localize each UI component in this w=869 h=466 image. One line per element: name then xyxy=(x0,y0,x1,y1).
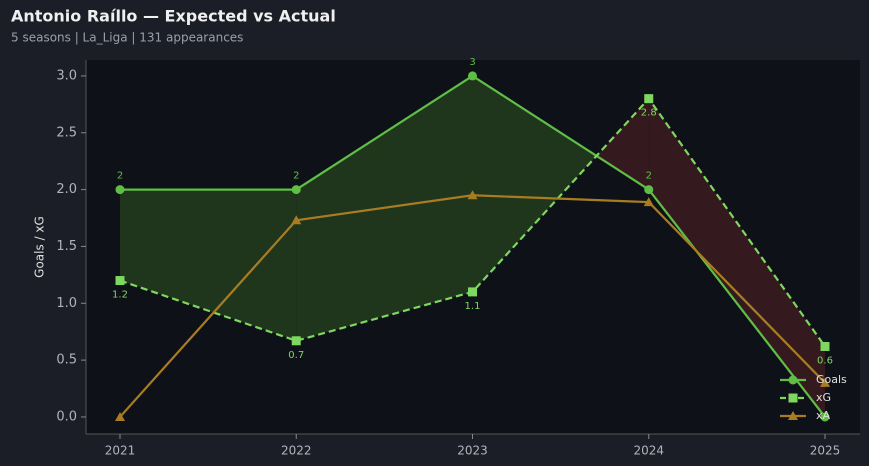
y-tick-label: 3.0 xyxy=(56,68,77,83)
data-point xyxy=(467,190,478,200)
data-point xyxy=(468,287,477,297)
y-tick-label: 0.0 xyxy=(56,409,77,424)
data-point xyxy=(643,197,654,207)
data-label: 0.6 xyxy=(817,355,833,366)
y-tick-label: 1.0 xyxy=(56,296,77,311)
chart-subtitle: 5 seasons | La_Liga | 131 appearances xyxy=(11,31,243,45)
data-point xyxy=(820,377,830,387)
data-label: 2 xyxy=(646,171,652,182)
x-tick-label: 2023 xyxy=(457,444,488,458)
data-point xyxy=(468,71,477,81)
data-point xyxy=(115,185,125,195)
data-point xyxy=(115,276,125,286)
y-tick-label: 2.5 xyxy=(56,125,77,140)
y-axis-label: Goals / xG xyxy=(33,216,47,278)
data-label: 2.8 xyxy=(641,108,657,119)
data-point xyxy=(644,94,654,104)
data-point xyxy=(291,215,302,225)
y-tick-label: 2.0 xyxy=(56,182,77,197)
legend-label: xG xyxy=(816,391,831,404)
data-label: 2 xyxy=(117,171,123,182)
difference-area xyxy=(120,189,297,341)
difference-area xyxy=(596,98,649,190)
data-point xyxy=(291,336,301,346)
difference-area xyxy=(472,75,597,292)
x-tick-label: 2025 xyxy=(810,444,841,458)
legend-marker xyxy=(788,393,798,403)
data-label: 0.7 xyxy=(288,350,304,361)
data-point xyxy=(644,185,654,195)
y-tick-label: 1.5 xyxy=(56,239,77,254)
legend-label: Goals xyxy=(816,373,847,386)
legend-marker xyxy=(788,411,798,420)
chart-title: Antonio Raíllo — Expected vs Actual xyxy=(11,7,336,26)
data-label: 1.1 xyxy=(465,301,481,312)
legend-marker xyxy=(788,375,798,385)
data-point xyxy=(820,412,830,422)
data-label: 3 xyxy=(469,57,475,68)
data-label: 2 xyxy=(293,171,299,182)
x-tick-label: 2024 xyxy=(633,444,664,458)
x-tick-label: 2022 xyxy=(281,444,312,458)
data-point xyxy=(820,341,830,351)
y-tick-label: 0.5 xyxy=(56,353,77,368)
data-label: 1.2 xyxy=(112,290,128,301)
x-tick-label: 2021 xyxy=(105,444,136,458)
data-point xyxy=(115,411,125,421)
data-point xyxy=(291,185,301,195)
legend-label: xA xyxy=(816,409,831,422)
